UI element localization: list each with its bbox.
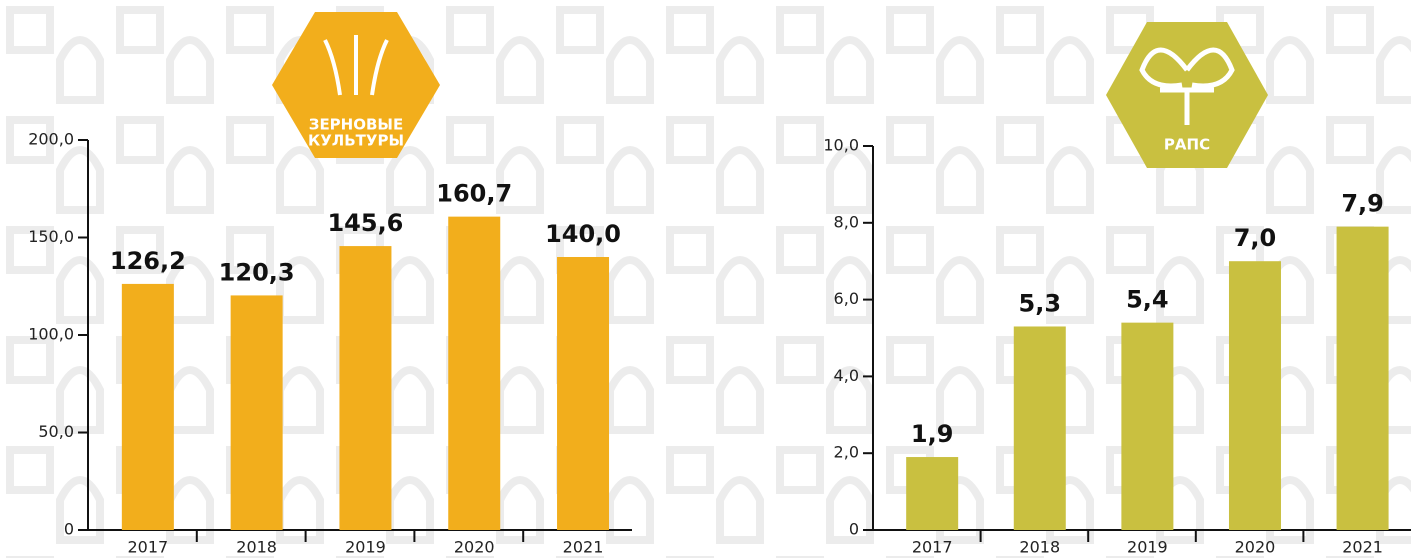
chart-title: РАПС [1164, 136, 1210, 154]
bar [1336, 226, 1389, 530]
y-tick-label: 0 [64, 520, 74, 539]
x-tick-label: 2018 [236, 538, 277, 557]
x-tick-label: 2021 [563, 538, 604, 557]
bar [339, 246, 392, 530]
y-tick-label: 0 [849, 520, 859, 539]
x-tick-label: 2019 [1127, 538, 1168, 557]
y-tick-label: 50,0 [38, 422, 74, 441]
y-tick-label: 2,0 [834, 443, 859, 462]
data-label: 160,7 [436, 180, 512, 208]
rapeseed-icon [1139, 47, 1235, 125]
y-tick-label: 200,0 [28, 130, 74, 149]
chart-title: ЗЕРНОВЫЕ КУЛЬТУРЫ [308, 115, 404, 149]
bar [121, 283, 174, 530]
bar [557, 257, 610, 530]
data-label: 7,0 [1234, 224, 1277, 252]
data-label: 120,3 [219, 258, 295, 286]
bar [906, 457, 959, 530]
data-label: 140,0 [545, 220, 621, 248]
x-tick-label: 2021 [1342, 538, 1383, 557]
x-tick-label: 2020 [1235, 538, 1276, 557]
x-tick-label: 2017 [912, 538, 953, 557]
y-tick-label: 10,0 [823, 136, 859, 155]
y-tick-label: 4,0 [834, 366, 859, 385]
data-label: 126,2 [110, 247, 186, 275]
data-label: 7,9 [1341, 190, 1384, 218]
bar [448, 216, 501, 530]
data-label: 5,3 [1019, 289, 1062, 317]
wheat-icon [323, 35, 389, 96]
x-tick-label: 2019 [345, 538, 386, 557]
x-tick-label: 2017 [127, 538, 168, 557]
data-label: 145,6 [327, 209, 403, 237]
bar [1013, 326, 1066, 530]
x-tick-label: 2018 [1019, 538, 1060, 557]
y-tick-label: 150,0 [28, 227, 74, 246]
bar [1121, 322, 1174, 530]
data-label: 5,4 [1126, 286, 1169, 314]
data-label: 1,9 [911, 420, 954, 448]
y-tick-label: 8,0 [834, 212, 859, 231]
y-tick-label: 100,0 [28, 325, 74, 344]
x-tick-label: 2020 [454, 538, 495, 557]
bar [1228, 261, 1281, 530]
bar [230, 295, 283, 530]
y-tick-label: 6,0 [834, 289, 859, 308]
